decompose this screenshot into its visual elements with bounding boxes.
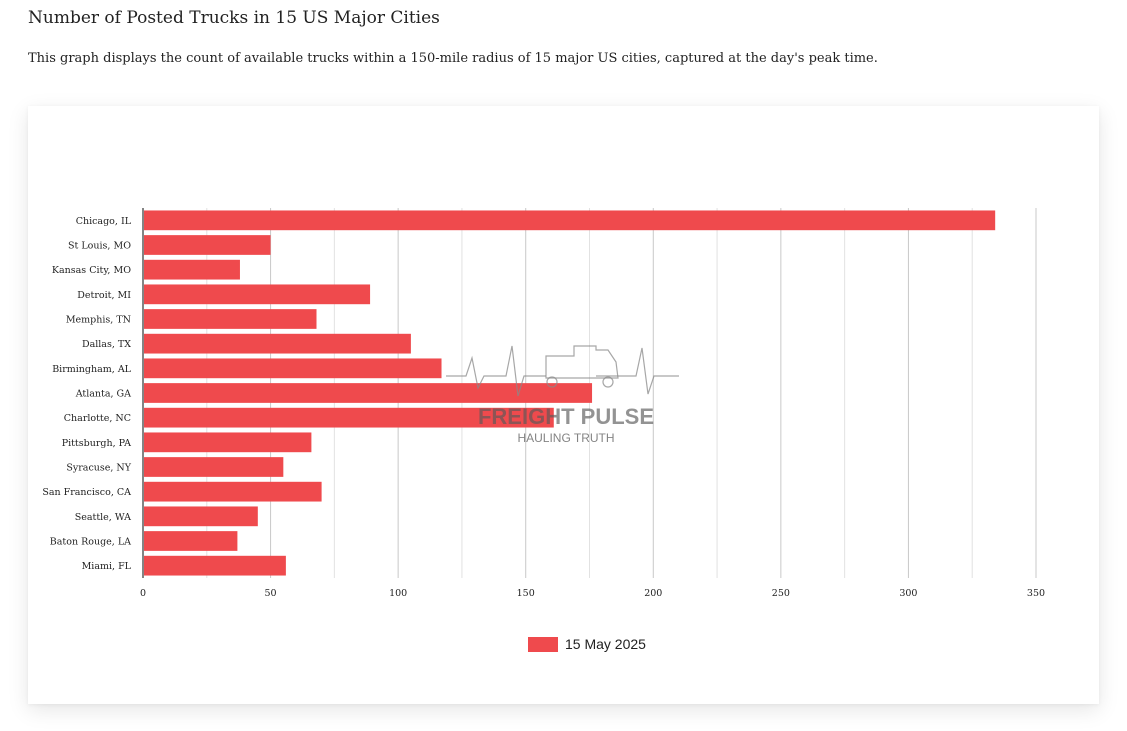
bar-san-francisco-ca (144, 481, 322, 502)
category-label: Pittsburgh, PA (62, 438, 131, 449)
x-tick-label: 150 (517, 588, 535, 599)
bar-miami-fl (144, 555, 286, 576)
bar-charlotte-nc (144, 407, 554, 428)
category-labels: Chicago, IL St Louis, MO Kansas City, MO De… (42, 216, 131, 572)
bar-seattle-wa (144, 506, 258, 527)
bar-atlanta-ga (144, 383, 593, 403)
legend-swatch (528, 636, 558, 652)
category-label: Memphis, TN (66, 315, 131, 326)
bar-birmingham-al (144, 358, 442, 379)
bar-memphis-tn (144, 309, 317, 329)
category-label: Seattle, WA (75, 512, 131, 523)
chart-card: Chicago, IL St Louis, MO Kansas City, MO De… (28, 106, 1099, 704)
category-label: Miami, FL (82, 561, 132, 572)
bar-chart: Chicago, IL St Louis, MO Kansas City, MO De… (42, 208, 1045, 599)
x-tick-label: 100 (389, 588, 407, 599)
x-tick-label: 350 (1027, 588, 1045, 599)
category-label: San Francisco, CA (42, 487, 131, 498)
x-tick-label: 200 (644, 588, 662, 599)
bars (144, 210, 996, 576)
category-label: Baton Rouge, LA (50, 537, 131, 548)
x-tick-label: 300 (899, 588, 917, 599)
category-label: St Louis, MO (68, 241, 131, 252)
bar-syracuse-ny (144, 457, 284, 477)
bar-st-louis-mo (144, 235, 271, 255)
page-description: This graph displays the count of availab… (28, 51, 878, 66)
page-title: Number of Posted Trucks in 15 US Major C… (28, 8, 440, 28)
category-label: Dallas, TX (82, 339, 131, 350)
bar-chicago-il (144, 210, 996, 231)
x-tick-label: 250 (772, 588, 790, 599)
x-tick-label: 50 (265, 588, 277, 599)
category-label: Detroit, MI (77, 290, 131, 301)
category-label: Kansas City, MO (52, 265, 131, 276)
bar-kansas-city-mo (144, 259, 240, 280)
bar-baton-rouge-la (144, 531, 238, 551)
x-tick-labels: 0 50 100 150 200 250 300 350 (140, 588, 1045, 599)
chart-legend: 15 May 2025 (528, 636, 646, 652)
x-tick-label: 0 (140, 588, 146, 599)
category-label: Chicago, IL (76, 216, 132, 227)
category-label: Birmingham, AL (52, 364, 131, 375)
bar-dallas-tx (144, 333, 411, 354)
category-label: Syracuse, NY (66, 463, 131, 474)
bar-pittsburgh-pa (144, 432, 312, 453)
bar-detroit-mi (144, 284, 371, 305)
category-label: Charlotte, NC (64, 413, 131, 424)
legend-label: 15 May 2025 (565, 636, 646, 652)
category-label: Atlanta, GA (75, 389, 131, 400)
